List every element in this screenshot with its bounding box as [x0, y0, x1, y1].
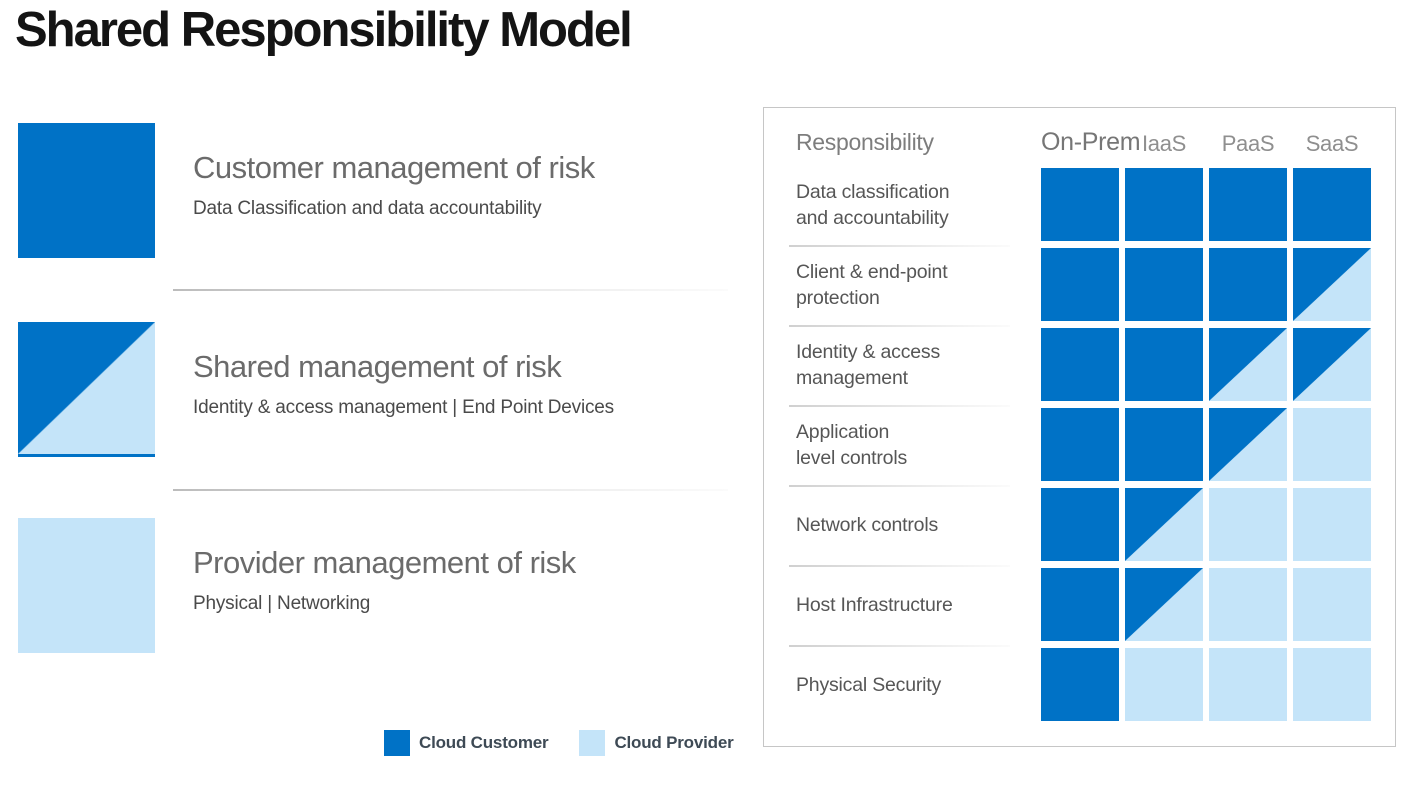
row-separator: [789, 485, 1010, 487]
matrix-corner-label: Responsibility: [796, 129, 934, 155]
row-separator: [789, 405, 1010, 407]
row-separator: [789, 325, 1010, 327]
matrix-cell-iaas-r1-customer: [1125, 168, 1203, 241]
matrix-cell-on-prem-r1-customer: [1041, 168, 1119, 241]
row-separator: [789, 645, 1010, 647]
matrix-cell-iaas-r3-customer: [1125, 328, 1203, 401]
responsibility-matrix-panel: Responsibility On-Prem IaaS PaaS SaaS Data cl…: [763, 107, 1396, 747]
legend-item-provider: Provider management of risk Physical | N…: [18, 518, 576, 653]
matrix-cell-saas-r5-provider: [1293, 488, 1371, 561]
legend-subtext: Data Classification and data accountabil…: [193, 198, 542, 220]
matrix-cell-on-prem-r5-customer: [1041, 488, 1119, 561]
matrix-cell-iaas-r2-customer: [1125, 248, 1203, 321]
matrix-row-label: Network controls: [796, 513, 939, 536]
footer-legend: Cloud Customer Cloud Provider: [384, 730, 734, 756]
legend-item-text: Shared management of risk Identity & acc…: [193, 322, 614, 457]
shared-swatch-icon: [18, 322, 155, 457]
legend-heading: Customer management of risk: [193, 150, 595, 185]
matrix-cell-iaas-r6-shared: [1125, 568, 1203, 641]
matrix-cell-iaas-r7-provider: [1125, 648, 1203, 721]
cloud-customer-label: Cloud Customer: [419, 733, 549, 752]
legend-heading: Provider management of risk: [193, 545, 576, 580]
legend-heading: Shared management of risk: [193, 349, 562, 384]
legend-subtext: Identity & access management | End Point…: [193, 397, 614, 419]
matrix-cell-saas-r1-customer: [1293, 168, 1371, 241]
matrix-column-header-saas: SaaS: [1305, 131, 1359, 156]
matrix-cell-paas-r7-provider: [1209, 648, 1287, 721]
matrix-column-header-paas: PaaS: [1221, 131, 1275, 156]
matrix-cell-on-prem-r2-customer: [1041, 248, 1119, 321]
footer-legend-provider: Cloud Provider: [579, 730, 734, 756]
divider: [173, 289, 728, 291]
matrix-row-label: Data classification and accountability: [796, 180, 950, 229]
matrix-cell-on-prem-r3-customer: [1041, 328, 1119, 401]
matrix-column-header-on-prem: On-Prem: [1041, 128, 1141, 156]
row-separator: [789, 565, 1010, 567]
matrix-cell-paas-r6-provider: [1209, 568, 1287, 641]
matrix-grid: Responsibility On-Prem IaaS PaaS SaaS Data cl…: [796, 108, 1371, 721]
matrix-cell-on-prem-r6-customer: [1041, 568, 1119, 641]
matrix-cell-saas-r6-provider: [1293, 568, 1371, 641]
matrix-cell-on-prem-r4-customer: [1041, 408, 1119, 481]
matrix-column-header-iaas: IaaS: [1141, 131, 1187, 156]
matrix-cell-paas-r3-shared: [1209, 328, 1287, 401]
matrix-row-label: Host Infrastructure: [796, 593, 953, 616]
matrix-cell-saas-r7-provider: [1293, 648, 1371, 721]
matrix-cell-saas-r2-shared: [1293, 248, 1371, 321]
legend-item-customer: Customer management of risk Data Classif…: [18, 123, 595, 258]
cloud-provider-label: Cloud Provider: [614, 733, 734, 752]
matrix-cell-on-prem-r7-customer: [1041, 648, 1119, 721]
divider: [173, 489, 728, 491]
legend-item-text: Customer management of risk Data Classif…: [193, 123, 595, 258]
matrix-row-label: Client & end-point protection: [796, 260, 948, 309]
provider-swatch-icon: [18, 518, 155, 653]
page-title: Shared Responsibility Model: [15, 3, 633, 57]
matrix-cell-paas-r1-customer: [1209, 168, 1287, 241]
matrix-cell-paas-r4-shared: [1209, 408, 1287, 481]
customer-swatch-icon: [18, 123, 155, 258]
cloud-customer-swatch-icon: [384, 730, 410, 756]
matrix-cell-iaas-r4-customer: [1125, 408, 1203, 481]
matrix-cell-paas-r2-customer: [1209, 248, 1287, 321]
cloud-provider-swatch-icon: [579, 730, 606, 756]
legend-subtext: Physical | Networking: [193, 593, 371, 615]
matrix-cell-paas-r5-provider: [1209, 488, 1287, 561]
footer-legend-customer: Cloud Customer: [384, 730, 549, 756]
matrix-row-label: Physical Security: [796, 673, 942, 696]
matrix-cell-saas-r3-shared: [1293, 328, 1371, 401]
matrix-row-label: Application level controls: [796, 420, 908, 469]
matrix-cell-iaas-r5-shared: [1125, 488, 1203, 561]
legend-item-shared: Shared management of risk Identity & acc…: [18, 322, 614, 457]
matrix-cell-saas-r4-provider: [1293, 408, 1371, 481]
legend-item-text: Provider management of risk Physical | N…: [193, 518, 576, 653]
matrix-row-label: Identity & access management: [796, 340, 941, 389]
row-separator: [789, 245, 1010, 247]
